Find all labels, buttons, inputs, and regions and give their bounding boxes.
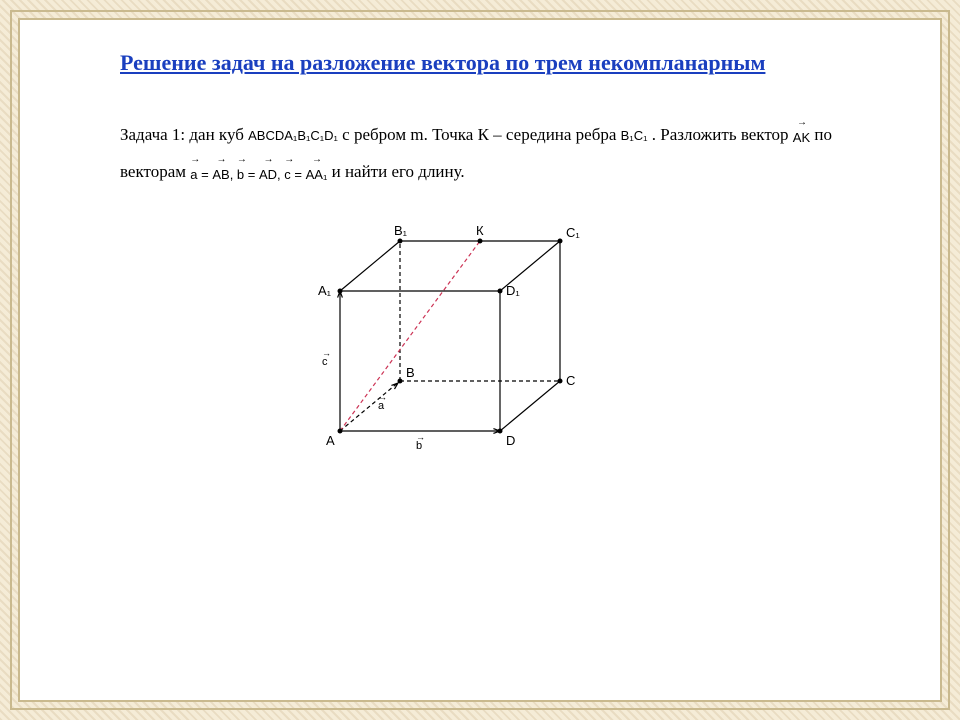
svg-text:D: D xyxy=(506,433,515,448)
cube-diagram: ADBCA₁D₁B₁C₁Кb→c→a→ xyxy=(300,211,610,471)
svg-text:C: C xyxy=(566,373,575,388)
svg-text:D₁: D₁ xyxy=(506,283,520,298)
svg-text:→: → xyxy=(322,348,331,358)
problem-text-3: . Разложить вектор xyxy=(652,125,793,144)
decorative-frame-middle: Решение задач на разложение вектора по т… xyxy=(10,10,950,710)
content-area: Решение задач на разложение вектора по т… xyxy=(18,18,942,702)
svg-text:B₁: B₁ xyxy=(394,223,408,238)
svg-text:A: A xyxy=(326,433,335,448)
page-title: Решение задач на разложение вектора по т… xyxy=(120,50,880,76)
svg-text:C₁: C₁ xyxy=(566,225,580,240)
svg-text:B: B xyxy=(406,365,415,380)
decorative-frame-outer: Решение задач на разложение вектора по т… xyxy=(0,0,960,720)
svg-text:→: → xyxy=(378,392,387,402)
problem-text-1: Задача 1: дан куб xyxy=(120,125,248,144)
problem-text-4: по xyxy=(814,125,832,144)
problem-text-2: с ребром m. Точка К – середина ребра xyxy=(342,125,621,144)
problem-text-5: векторам xyxy=(120,162,190,181)
problem-text-6: и найти его длину. xyxy=(332,162,465,181)
vector-ak: AK xyxy=(793,120,810,153)
cube-diagram-wrap: ADBCA₁D₁B₁C₁Кb→c→a→ xyxy=(120,211,880,471)
svg-text:К: К xyxy=(476,223,484,238)
cube-name: ABCDA₁B₁C₁D₁ xyxy=(248,122,338,151)
basis-vectors: a = AB, b = AD, c = AA₁ xyxy=(190,157,327,190)
svg-text:→: → xyxy=(416,432,425,442)
edge-name: B₁C₁ xyxy=(621,122,648,151)
problem-statement: Задача 1: дан куб ABCDA₁B₁C₁D₁ с ребром … xyxy=(120,116,880,191)
svg-text:A₁: A₁ xyxy=(318,283,332,298)
